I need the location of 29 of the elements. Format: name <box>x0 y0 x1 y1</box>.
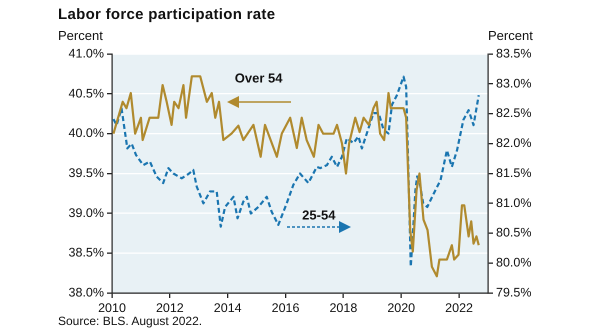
y2-tick-label: 83.0% <box>496 76 532 90</box>
y2-tick-label: 83.5% <box>496 46 532 60</box>
y-tick-label: 39.0% <box>68 206 104 220</box>
series-label: 25-54 <box>302 208 336 223</box>
x-tick-label: 2012 <box>156 300 184 315</box>
y2-tick-label: 80.0% <box>496 256 532 270</box>
series-label: Over 54 <box>234 70 282 86</box>
y-tick-label: 41.0% <box>68 46 104 60</box>
x-tick-label: 2014 <box>214 300 242 315</box>
y-tick-label: 40.5% <box>68 86 104 100</box>
y2-tick-label: 79.5% <box>496 285 532 300</box>
x-tick-label: 2016 <box>272 300 300 315</box>
y2-axis-title: Percent <box>488 28 533 43</box>
source-note: Source: BLS. August 2022. <box>58 314 202 328</box>
y2-tick-label: 80.5% <box>496 226 532 240</box>
y-tick-label: 40.0% <box>68 126 104 140</box>
y2-tick-label: 82.0% <box>496 136 532 150</box>
chart-title: Labor force participation rate <box>58 6 276 23</box>
y-tick-label: 39.5% <box>68 166 104 180</box>
x-tick-label: 2022 <box>445 300 474 315</box>
y2-tick-label: 81.0% <box>496 196 532 210</box>
y-tick-label: 38.0% <box>68 285 104 300</box>
x-tick-label: 2020 <box>387 300 416 315</box>
y2-tick-label: 81.5% <box>496 166 532 180</box>
y-axis-title: Percent <box>58 28 103 43</box>
x-tick-label: 2010 <box>98 300 126 315</box>
y-tick-label: 38.5% <box>68 246 104 260</box>
x-tick-label: 2018 <box>329 300 358 315</box>
y2-tick-label: 82.5% <box>496 106 532 120</box>
